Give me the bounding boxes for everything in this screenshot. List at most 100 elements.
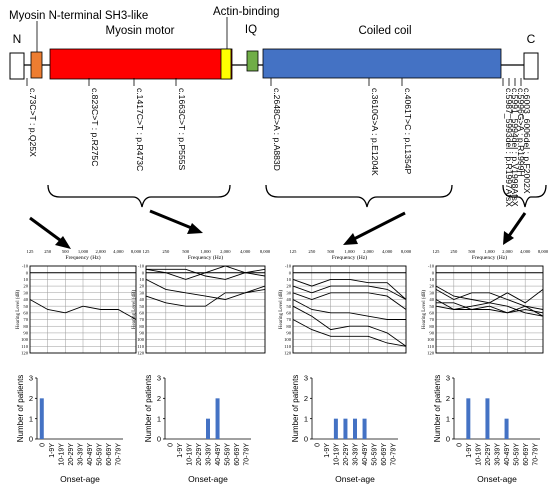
audiogram-y-tick: 10 — [139, 277, 144, 282]
audiogram-1: Frequency (Hz)125 250 500 1,000 2,000 4,000 8,… — [16, 249, 142, 356]
variant-label: c.1663C>T : p.P555S — [177, 88, 187, 171]
audiogram-title: Frequency (Hz) — [332, 254, 367, 261]
audiogram-x-tick: 125 — [27, 249, 35, 254]
arrow-4-head — [503, 231, 514, 245]
onset-bar — [353, 418, 357, 439]
onset-x-tick: 20-29Y — [485, 443, 492, 466]
audiogram-x-tick: 2,000 — [502, 249, 513, 255]
audiogram-y-tick: 20 — [139, 284, 144, 289]
variant-label: c.5996G>A : p.R1999H — [516, 88, 526, 177]
audiogram-y-tick: 80 — [23, 324, 28, 329]
variant-label: c.4061T>C : p.L1354P — [403, 88, 413, 175]
onset-xlabel: Onset-age — [188, 474, 228, 484]
audiogram-y-tick: 90 — [286, 331, 291, 336]
audiogram-y-tick: 10 — [429, 277, 434, 282]
audiogram-y-tick: 80 — [286, 324, 291, 329]
onset-y-tick: 2 — [157, 394, 161, 403]
audiogram-y-tick: 50 — [286, 304, 291, 309]
audiogram-y-tick: 30 — [139, 290, 144, 295]
audiogram-y-tick: -10 — [428, 264, 435, 269]
audiogram-y-tick: 30 — [286, 290, 291, 295]
onset-x-tick: 0 — [456, 443, 463, 447]
onset-x-tick: 0 — [167, 443, 174, 447]
onset-xlabel: Onset-age — [335, 474, 375, 484]
audiogram-y-tick: 120 — [137, 351, 145, 356]
onset-xlabel: Onset-age — [477, 474, 517, 484]
onset-x-tick: 1-9Y — [177, 443, 184, 458]
audiogram-x-tick: 8,000 — [260, 249, 271, 255]
onset-y-tick: 3 — [446, 374, 450, 383]
sh3-label: Myosin N-terminal SH3-like — [9, 10, 148, 22]
group-arrows — [29, 209, 527, 249]
onset-x-tick: 60-69Y — [523, 443, 530, 466]
onset-ylabel: Number of patients — [433, 375, 442, 443]
audiogram-y-tick: 100 — [137, 337, 145, 342]
onset-y-tick: 0 — [29, 435, 33, 444]
audiogram-x-tick: 4,000 — [240, 249, 251, 255]
onset-ylabel: Number of patients — [16, 375, 25, 443]
audiogram-y-tick: 40 — [23, 297, 28, 302]
audiogram-series-2 — [145, 265, 266, 280]
audiogram-x-tick: 2,000 — [220, 249, 231, 255]
coiled-coil-domain — [262, 48, 502, 79]
audiogram-y-tick: 120 — [284, 351, 292, 356]
actin-binding-domain — [220, 48, 232, 80]
motor-label: Myosin motor — [105, 25, 174, 37]
onset-x-tick: 30-39Y — [78, 443, 85, 466]
onset-x-tick: 50-59Y — [97, 443, 104, 466]
onset-x-tick: 70-79Y — [533, 443, 540, 466]
audiogram-series-3 — [292, 292, 407, 310]
audiogram-y-tick: 20 — [23, 284, 28, 289]
onset-y-tick: 3 — [304, 374, 308, 383]
audiogram-x-tick: 500 — [468, 249, 476, 254]
audiogram-series-6 — [292, 319, 407, 347]
onset-x-tick: 30-39Y — [206, 443, 213, 466]
audiogram-y-tick: 50 — [139, 304, 144, 309]
audiogram-y-tick: 90 — [23, 331, 28, 336]
variant-label: c.2648C>A : p.A883D — [272, 88, 282, 171]
onset-x-tick: 10-19Y — [333, 443, 340, 466]
audiogram-ylabel: Hearing Level (dB) — [132, 290, 137, 329]
onset-bar — [362, 418, 367, 439]
audiogram-y-tick: 100 — [427, 337, 435, 342]
onset-bar — [206, 418, 210, 439]
audiogram-y-tick: 50 — [429, 304, 434, 309]
arrow-2-head — [187, 223, 203, 234]
audiogram-series-4 — [292, 299, 406, 320]
onset-x-tick: 1-9Y — [324, 443, 331, 458]
audiogram-y-tick: 30 — [23, 290, 28, 295]
onset-y-tick: 2 — [304, 394, 308, 403]
audiogram-y-tick: 120 — [21, 351, 29, 356]
variant-label: c.1417C>T : p.R473C — [135, 88, 145, 171]
onset-y-tick: 3 — [29, 374, 33, 383]
onset-bar — [485, 398, 490, 439]
audiogram-y-tick: 90 — [429, 331, 434, 336]
audiogram-x-tick: 125 — [143, 249, 151, 254]
audiogram-ylabel: Hearing Level (dB) — [279, 290, 284, 329]
onset-x-tick: 1-9Y — [49, 443, 56, 458]
onset-y-tick: 0 — [157, 435, 161, 444]
audiogram-x-tick: 1,000 — [200, 249, 211, 255]
audiogram-x-tick: 1,000 — [78, 249, 89, 255]
audiogram-x-tick: 2,000 — [363, 249, 374, 255]
audiogram-series-3 — [435, 305, 544, 314]
audiogram-y-tick: 0 — [142, 270, 145, 275]
audiogram-series-5 — [292, 305, 407, 347]
audiogram-y-tick: 70 — [429, 317, 434, 322]
audiogram-series-1 — [292, 278, 407, 300]
arrow-3-head — [343, 233, 358, 245]
variant-label: c.6003_6006del : p.F2002X — [522, 88, 532, 194]
audiogram-series-1 — [29, 299, 137, 320]
onset-x-tick: 40-49Y — [87, 443, 94, 466]
variant-label: c.3610G>A : p.E1204K — [370, 88, 380, 176]
audiogram-y-tick: 60 — [429, 310, 434, 315]
audiogram-y-tick: 80 — [429, 324, 434, 329]
onset-y-tick: 0 — [446, 435, 450, 444]
audiogram-x-tick: 250 — [450, 249, 458, 254]
onset-bar — [466, 398, 471, 439]
audiogram-x-tick: 4,000 — [113, 249, 124, 255]
audiogram-x-tick: 250 — [308, 249, 316, 254]
